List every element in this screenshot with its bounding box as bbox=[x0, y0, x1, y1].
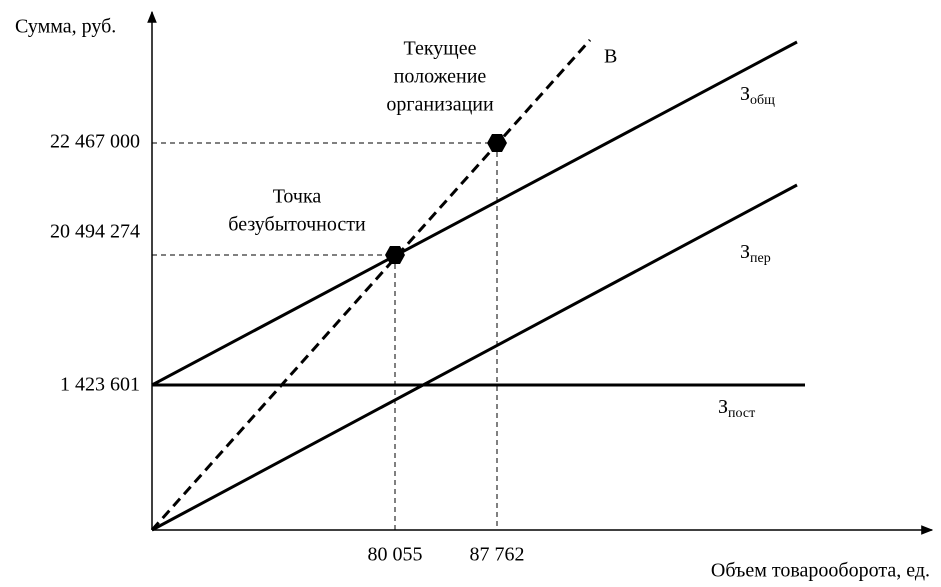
break-even-point bbox=[385, 246, 405, 264]
line-label-sub: пост bbox=[728, 406, 755, 421]
annotation: Текущее bbox=[404, 38, 477, 60]
x-tick-label: 87 762 bbox=[470, 544, 525, 566]
variable-cost-line bbox=[151, 183, 798, 532]
current-point bbox=[487, 134, 507, 152]
y-tick-label: 1 423 601 bbox=[60, 374, 140, 396]
line-label: Зпер bbox=[740, 241, 771, 267]
annotation: Точка bbox=[273, 186, 322, 208]
line-label-sub: общ bbox=[750, 93, 775, 108]
annotation: положение bbox=[394, 66, 487, 88]
y-tick-label: 20 494 274 bbox=[50, 221, 140, 243]
annotation: организации bbox=[386, 94, 494, 116]
line-label-main: З bbox=[718, 396, 728, 418]
line-label: Зпост bbox=[718, 396, 755, 422]
x-axis-label: Объем товарооборота, ед. bbox=[711, 560, 930, 582]
y-tick-label: 22 467 000 bbox=[50, 131, 140, 153]
line-label-main: З bbox=[740, 83, 750, 105]
revenue-line bbox=[150, 39, 592, 531]
total-cost-line bbox=[151, 40, 798, 387]
x-tick-label: 80 055 bbox=[368, 544, 423, 566]
line-label-main: З bbox=[740, 241, 750, 263]
annotation: безубыточности bbox=[228, 214, 366, 236]
y-axis-label: Сумма, руб. bbox=[15, 16, 116, 38]
line-label-sub: пер bbox=[750, 251, 771, 266]
line-label: В bbox=[604, 46, 617, 68]
line-label: Зобщ bbox=[740, 83, 775, 109]
guides bbox=[152, 142, 498, 530]
